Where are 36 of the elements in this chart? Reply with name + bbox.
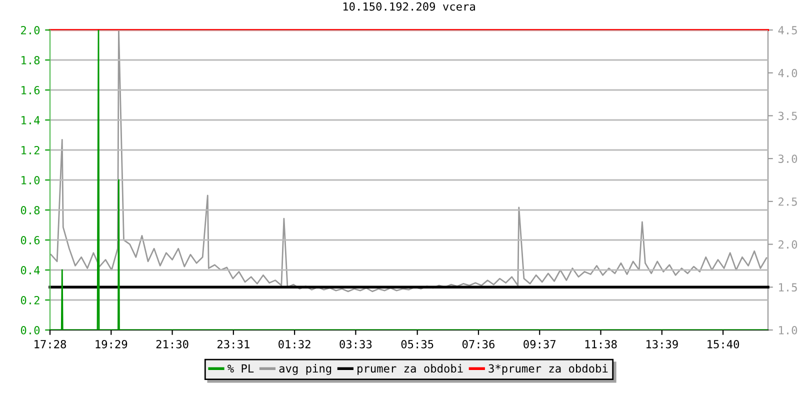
y-tick-label: 0.0 [20,326,40,334]
y-tick-label: 2.0 [21,26,40,34]
x-tick-label: 07:36 [462,340,494,348]
y-tick-label: 0.4 [20,266,40,274]
y2-tick-label: 3.0 [778,154,798,163]
x-tick-label: 03:33 [340,340,372,348]
y2-tick-label: 4.5 [778,26,797,34]
y2-tick-label: 1.0 [779,326,798,334]
y-tick-label: 0.6 [20,236,40,244]
y-tick-label: 1.4 [22,116,40,124]
x-tick-label: 21:30 [156,340,188,348]
y-tick-label: 1.0 [22,176,40,184]
legend-label: prumer za obdobi [358,364,463,375]
x-tick-label: 05:35 [401,340,434,348]
y2-tick-label: 3.5 [778,112,797,120]
x-tick-label: 19:29 [96,340,128,348]
y2-tick-label: 2.0 [778,240,798,249]
y-tick-label: 0.8 [20,206,40,214]
chart-title: 10.150.192.209 vcera [343,2,475,11]
y2-tick-label: 2.5 [778,197,797,206]
legend-label: % PL [228,364,254,372]
legend-label: avg ping [279,364,332,375]
y2-tick-label: 1.5 [779,283,797,292]
y-tick-label: 1.8 [22,56,40,64]
y-tick-label: 1.6 [22,86,40,94]
x-tick-label: 09:37 [524,340,556,348]
y2-tick-label: 4.0 [778,68,798,78]
x-tick-label: 23:31 [218,340,250,348]
x-tick-label: 11:38 [585,340,617,348]
y-tick-label: 1.2 [22,146,40,154]
x-tick-label: 13:39 [646,340,678,348]
x-tick-label: 15:40 [708,340,740,348]
x-tick-label: 01:32 [278,340,310,348]
y-tick-label: 0.2 [20,296,40,304]
legend-label: 3*prumer za obdobi [488,364,608,375]
x-tick-label: 17:28 [34,340,66,348]
